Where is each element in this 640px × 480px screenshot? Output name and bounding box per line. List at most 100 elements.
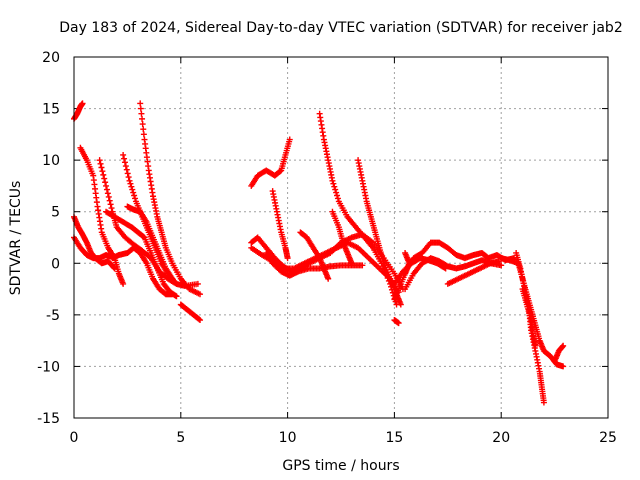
data-point <box>348 260 355 267</box>
data-point <box>79 100 86 107</box>
data-point <box>442 265 449 272</box>
x-tick-label: 0 <box>70 430 79 446</box>
x-tick-label: 20 <box>492 430 510 446</box>
series-arc25 <box>402 249 413 277</box>
data-point <box>103 186 110 193</box>
data-point <box>105 193 112 200</box>
y-tick-label: -5 <box>46 308 60 324</box>
data-point <box>138 110 145 117</box>
data-point <box>194 280 201 287</box>
series-arc24 <box>444 260 505 287</box>
data-point <box>100 171 107 178</box>
data-point <box>98 164 105 171</box>
data-point <box>140 131 147 138</box>
data-point <box>132 195 139 202</box>
data-point <box>111 265 118 272</box>
data-point <box>131 192 138 199</box>
x-tick-label: 25 <box>599 430 617 446</box>
data-point <box>123 166 130 173</box>
data-point <box>139 115 146 122</box>
data-point <box>334 192 341 199</box>
y-axis-label: SDTVAR / TECUs <box>8 181 24 296</box>
data-point <box>560 342 567 349</box>
series-arc28 <box>513 249 547 406</box>
y-tick-label: -10 <box>37 359 60 375</box>
data-point <box>106 197 113 204</box>
y-tick-label: -15 <box>37 411 60 427</box>
series-arc8 <box>103 208 180 300</box>
data-point <box>107 201 114 208</box>
data-point <box>173 293 180 300</box>
data-point <box>532 342 539 349</box>
series-arc4 <box>120 151 201 289</box>
series-arc5 <box>137 100 204 298</box>
x-tick-label: 15 <box>385 430 403 446</box>
data-point <box>284 255 291 262</box>
axis-ticks: 0 5 10 15 20 25 -15 -10 -5 0 5 10 15 20 <box>37 50 617 446</box>
y-tick-label: 10 <box>42 153 60 169</box>
data-point <box>137 105 144 112</box>
series-arc17 <box>297 229 332 282</box>
data-point <box>540 399 547 406</box>
data-point <box>125 174 132 181</box>
y-tick-label: 5 <box>51 205 60 221</box>
data-point <box>96 157 103 164</box>
data-point <box>128 183 135 190</box>
data-point <box>137 100 144 107</box>
data-point <box>196 316 203 323</box>
data-point <box>124 170 131 177</box>
data-point <box>140 126 147 133</box>
data-point <box>102 179 109 186</box>
data-point <box>129 186 136 193</box>
data-point <box>334 195 341 202</box>
series-arc7 <box>71 234 116 262</box>
series-arc10 <box>124 203 176 282</box>
series-arc21 <box>391 239 518 303</box>
data-point <box>130 189 137 196</box>
data-point <box>104 190 111 197</box>
data-point <box>110 264 117 271</box>
data-point <box>101 175 108 182</box>
data-point <box>402 270 409 277</box>
series-arc9 <box>109 244 176 298</box>
data-point <box>139 121 146 128</box>
data-point <box>197 291 204 298</box>
data-point <box>108 205 115 212</box>
data-point <box>197 317 204 324</box>
series-arc11 <box>177 301 204 324</box>
x-tick-label: 5 <box>176 430 185 446</box>
data-point <box>169 291 176 298</box>
data-point <box>359 262 366 269</box>
series-arc16 <box>269 188 291 262</box>
data-point <box>169 275 176 282</box>
data-point <box>330 180 337 187</box>
data-point <box>333 189 340 196</box>
data-point <box>397 301 404 308</box>
data-point <box>97 160 104 167</box>
data-point <box>126 177 133 184</box>
series-arc19 <box>329 208 355 267</box>
data-point <box>498 262 505 269</box>
data-point <box>331 183 338 190</box>
data-point <box>120 151 127 158</box>
chart-title: Day 183 of 2024, Sidereal Day-to-day VTE… <box>59 20 622 36</box>
data-point <box>122 163 129 170</box>
data-point <box>121 155 128 162</box>
plot-frame <box>73 56 609 419</box>
data-point <box>120 280 127 287</box>
data-point <box>332 186 339 193</box>
data-point <box>121 159 128 166</box>
y-tick-label: 0 <box>51 256 60 272</box>
data-points <box>71 100 567 406</box>
data-point <box>99 168 106 175</box>
x-tick-label: 10 <box>279 430 297 446</box>
data-point <box>560 363 567 370</box>
series-arc15 <box>263 249 366 279</box>
data-point <box>127 180 134 187</box>
y-tick-label: 20 <box>42 50 60 66</box>
y-tick-label: 15 <box>42 102 60 118</box>
series-arc12 <box>248 136 293 189</box>
series-arc26 <box>391 317 402 327</box>
data-point <box>286 136 293 143</box>
